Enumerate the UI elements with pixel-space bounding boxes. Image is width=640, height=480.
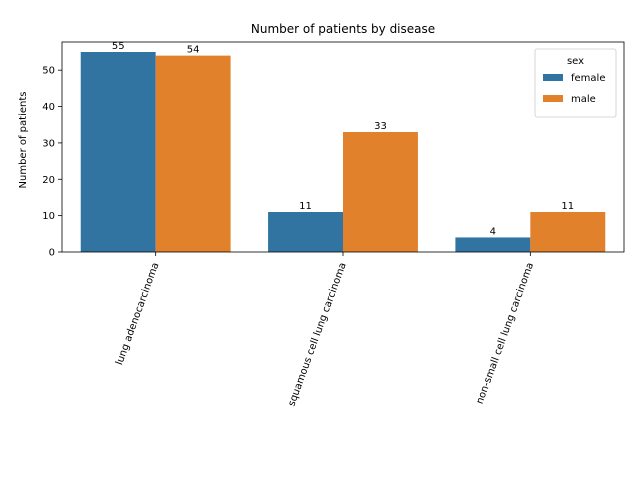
- legend-label-male: male: [571, 94, 596, 105]
- legend: sex female male: [534, 48, 617, 118]
- y-tick-label: 10: [42, 211, 55, 222]
- bar-female: [80, 52, 156, 252]
- y-axis-label: Number of patients: [18, 92, 29, 189]
- bar-value-label: 33: [374, 121, 387, 132]
- legend-label-female: female: [571, 73, 605, 84]
- bar-male: [155, 55, 231, 252]
- bar-value-label: 11: [561, 201, 574, 212]
- x-tick-label: lung adenocarcinoma: [114, 261, 161, 366]
- bar-male: [530, 212, 606, 252]
- bar-male: [343, 132, 418, 252]
- y-axis: 0 10 20 30 40 50: [42, 66, 62, 259]
- data-labels-group: 55 11 4 54 33 11: [112, 41, 574, 237]
- x-tick-label: non-small cell lung carcinoma: [475, 261, 537, 405]
- bar-value-label: 54: [187, 45, 200, 56]
- bar-value-label: 4: [490, 226, 496, 237]
- y-tick-label: 20: [42, 175, 55, 186]
- chart-title: Number of patients by disease: [251, 22, 435, 36]
- bar-female: [455, 237, 531, 252]
- legend-swatch-female: [543, 74, 563, 81]
- x-tick-label: squamous cell lung carcinoma: [286, 261, 348, 408]
- y-tick-label: 50: [42, 66, 55, 77]
- bars-group: [80, 52, 606, 252]
- legend-swatch-male: [543, 95, 563, 102]
- y-tick-label: 30: [42, 138, 55, 149]
- legend-title: sex: [567, 56, 584, 67]
- plot-frame: [61, 41, 625, 253]
- y-tick-label: 40: [42, 102, 55, 113]
- bar-female: [268, 212, 343, 252]
- bar-value-label: 11: [299, 201, 312, 212]
- bar-value-label: 55: [112, 41, 125, 52]
- y-tick-label: 0: [49, 248, 55, 259]
- x-axis: lung adenocarcinoma squamous cell lung ca…: [114, 252, 536, 408]
